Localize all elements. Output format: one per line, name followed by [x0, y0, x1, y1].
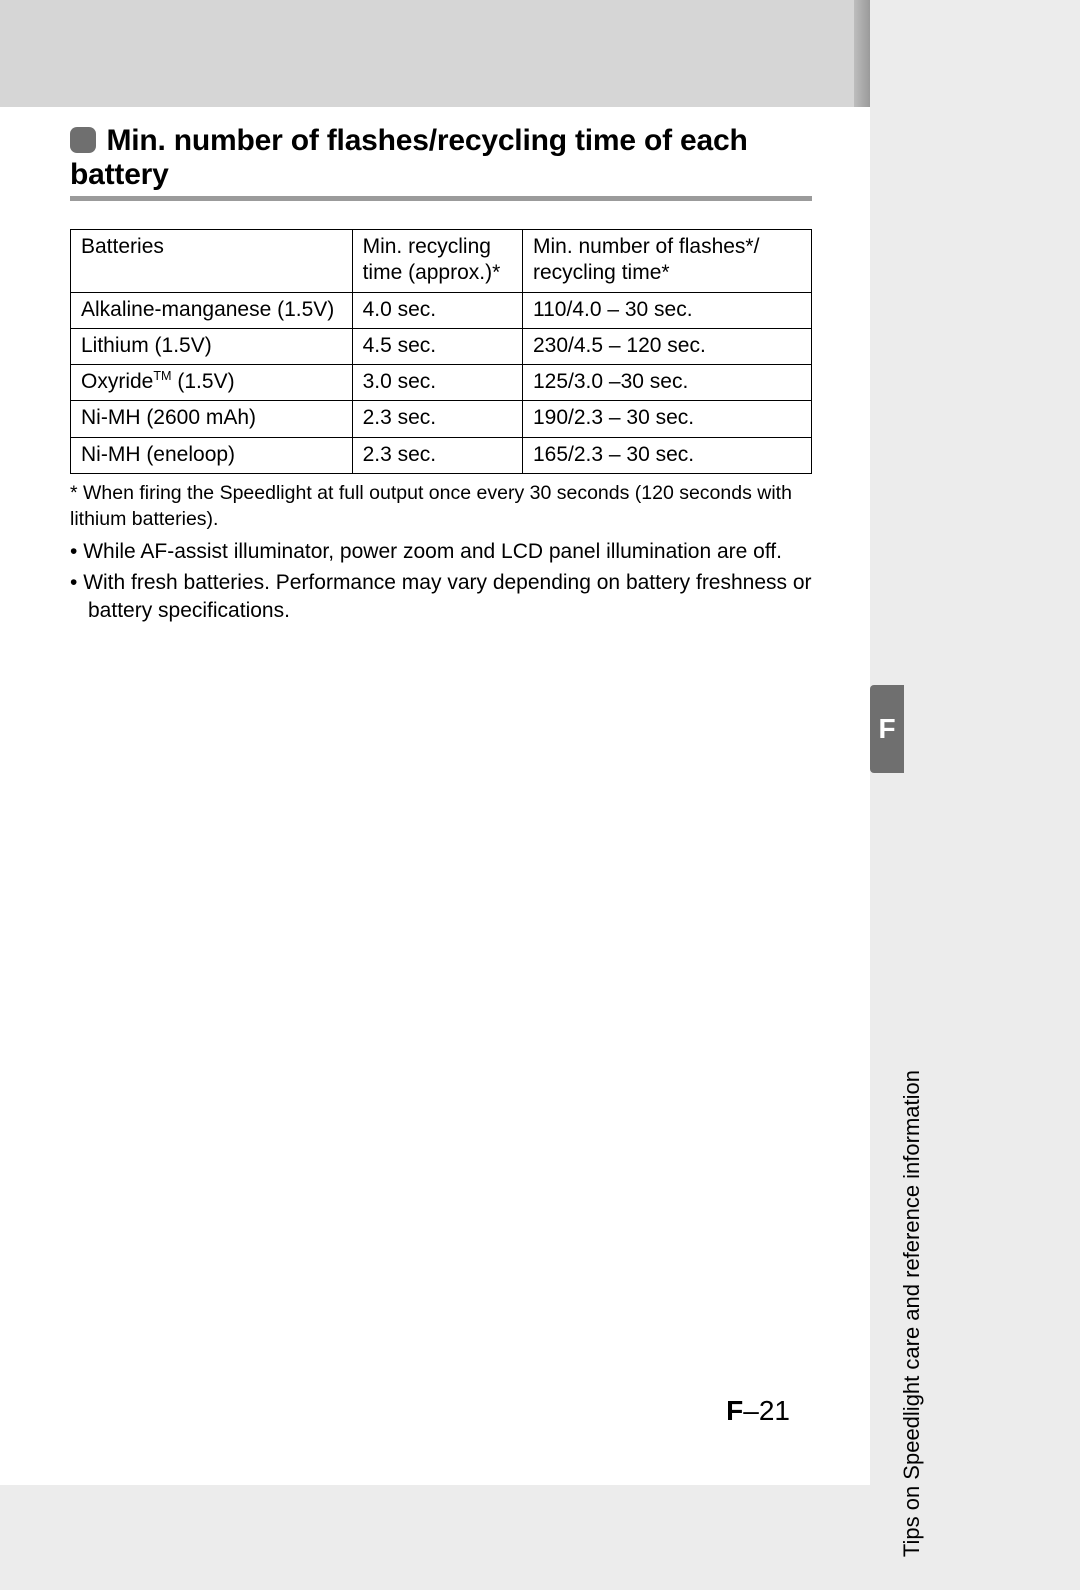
page-number-dash: –	[743, 1395, 759, 1426]
table-row: Ni-MH (eneloop) 2.3 sec. 165/2.3 – 30 se…	[71, 437, 812, 473]
cell-recycle: 2.3 sec.	[352, 437, 522, 473]
cell-flashes: 230/4.5 – 120 sec.	[523, 328, 812, 364]
heading-rule	[70, 196, 812, 201]
cell-flashes: 190/2.3 – 30 sec.	[523, 401, 812, 437]
cell-recycle: 2.3 sec.	[352, 401, 522, 437]
table-header-row: Batteries Min. recycling time (approx.)*…	[71, 230, 812, 293]
note-item: While AF-assist illuminator, power zoom …	[70, 538, 812, 566]
page-number: F–21	[726, 1395, 790, 1427]
section-heading: Min. number of flashes/recycling time of…	[70, 124, 812, 201]
footnote: * When firing the Speedlight at full out…	[70, 480, 812, 533]
table-row: Alkaline-manganese (1.5V) 4.0 sec. 110/4…	[71, 292, 812, 328]
heading-text: Min. number of flashes/recycling time of…	[70, 124, 748, 191]
cell-battery: Alkaline-manganese (1.5V)	[71, 292, 353, 328]
table-row: OxyrideTM (1.5V) 3.0 sec. 125/3.0 –30 se…	[71, 365, 812, 401]
heading-bullet-icon	[70, 127, 96, 153]
cell-battery: Lithium (1.5V)	[71, 328, 353, 364]
col-header-recycling: Min. recycling time (approx.)*	[352, 230, 522, 293]
battery-table: Batteries Min. recycling time (approx.)*…	[70, 229, 812, 474]
top-gray-block	[0, 0, 870, 107]
cell-flashes: 125/3.0 –30 sec.	[523, 365, 812, 401]
section-tab-label: F	[878, 713, 895, 745]
cell-recycle: 4.5 sec.	[352, 328, 522, 364]
section-tab: F	[870, 685, 904, 773]
table-row: Ni-MH (2600 mAh) 2.3 sec. 190/2.3 – 30 s…	[71, 401, 812, 437]
binding-shadow	[854, 0, 870, 107]
cell-flashes: 165/2.3 – 30 sec.	[523, 437, 812, 473]
cell-battery: Ni-MH (eneloop)	[71, 437, 353, 473]
cell-battery: Ni-MH (2600 mAh)	[71, 401, 353, 437]
table-row: Lithium (1.5V) 4.5 sec. 230/4.5 – 120 se…	[71, 328, 812, 364]
cell-recycle: 4.0 sec.	[352, 292, 522, 328]
page-section-letter: F	[726, 1395, 743, 1426]
oxyride-pre: Oxyride	[81, 370, 153, 393]
trademark-symbol: TM	[153, 369, 171, 383]
cell-flashes: 110/4.0 – 30 sec.	[523, 292, 812, 328]
note-item: With fresh batteries. Performance may va…	[70, 569, 812, 626]
cell-recycle: 3.0 sec.	[352, 365, 522, 401]
page-number-value: 21	[759, 1395, 790, 1426]
oxyride-post: (1.5V)	[172, 370, 235, 393]
notes-list: While AF-assist illuminator, power zoom …	[70, 538, 812, 625]
section-side-label: Tips on Speedlight care and reference in…	[899, 1070, 925, 1590]
col-header-flashes: Min. number of flashes*/ recycling time*	[523, 230, 812, 293]
cell-battery: OxyrideTM (1.5V)	[71, 365, 353, 401]
manual-page: Min. number of flashes/recycling time of…	[0, 0, 870, 1485]
col-header-batteries: Batteries	[71, 230, 353, 293]
